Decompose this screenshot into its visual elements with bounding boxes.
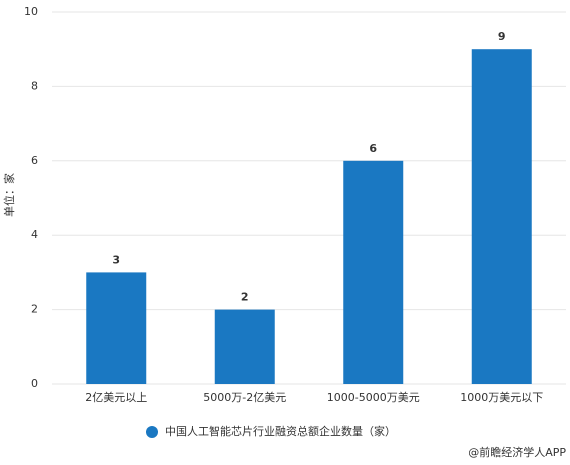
bar [343,160,404,384]
source: @前瞻经济学人APP [468,445,566,459]
data-label: 6 [369,142,377,155]
bar [86,272,147,384]
data-label: 9 [498,30,506,43]
bar [471,49,532,384]
bar [214,309,275,384]
y-tick-label: 4 [31,228,38,241]
y-tick-label: 10 [24,5,38,18]
y-axis-label: 单位：家 [2,173,16,217]
y-tick-label: 6 [31,154,38,167]
x-tick-label: 1000-5000万美元 [327,391,420,404]
x-tick-label: 1000万美元以下 [460,391,543,404]
y-tick-label: 0 [31,377,38,390]
y-tick-label: 8 [31,79,38,92]
data-label: 3 [112,253,120,266]
x-tick-label: 5000万-2亿美元 [203,391,286,404]
data-label: 2 [241,291,249,304]
legend-marker [146,426,158,438]
legend-label: 中国人工智能芯片行业融资总额企业数量（家） [165,424,396,438]
y-tick-label: 2 [31,303,38,316]
x-tick-label: 2亿美元以上 [85,391,147,404]
